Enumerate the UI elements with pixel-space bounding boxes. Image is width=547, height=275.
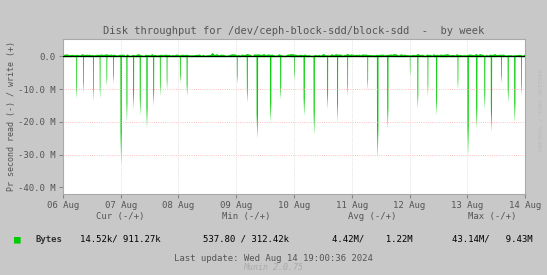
- Text: Min (-/+): Min (-/+): [222, 212, 270, 221]
- Text: 4.42M/    1.22M: 4.42M/ 1.22M: [331, 235, 412, 244]
- Text: Avg (-/+): Avg (-/+): [348, 212, 396, 221]
- Y-axis label: Pr second read (-) / write (+): Pr second read (-) / write (+): [7, 41, 15, 191]
- Text: Last update: Wed Aug 14 19:00:36 2024: Last update: Wed Aug 14 19:00:36 2024: [174, 254, 373, 263]
- Text: RRDTOOL / TOBI OETIKER: RRDTOOL / TOBI OETIKER: [538, 69, 543, 151]
- Text: 43.14M/   9.43M: 43.14M/ 9.43M: [452, 235, 533, 244]
- Text: 14.52k/ 911.27k: 14.52k/ 911.27k: [80, 235, 161, 244]
- Text: Munin 2.0.75: Munin 2.0.75: [243, 263, 304, 272]
- Text: Max (-/+): Max (-/+): [468, 212, 516, 221]
- Title: Disk throughput for /dev/ceph-block-sdd/block-sdd  -  by week: Disk throughput for /dev/ceph-block-sdd/…: [103, 26, 485, 36]
- Text: Bytes: Bytes: [36, 235, 62, 244]
- Text: ■: ■: [14, 234, 20, 244]
- Text: 537.80 / 312.42k: 537.80 / 312.42k: [203, 235, 289, 244]
- Text: Cur (-/+): Cur (-/+): [96, 212, 144, 221]
